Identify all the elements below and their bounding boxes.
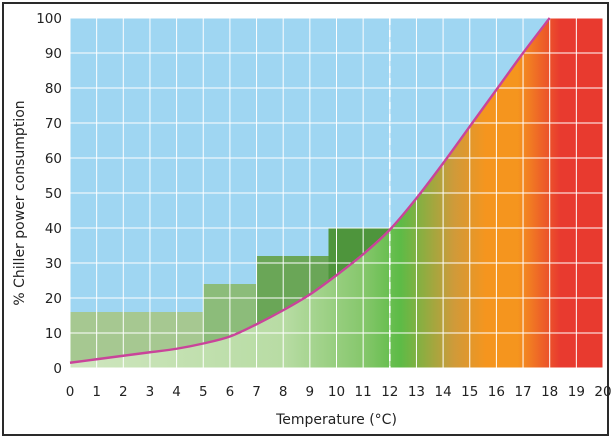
- x-tick-9: 9: [306, 384, 315, 400]
- x-tick-13: 13: [408, 384, 425, 400]
- x-tick-12: 12: [381, 384, 398, 400]
- grid: [69, 17, 604, 369]
- step-band-4: [328, 228, 390, 282]
- x-tick-6: 6: [226, 384, 235, 400]
- x-tick-20: 20: [594, 384, 611, 400]
- y-tick-10: 10: [45, 326, 62, 342]
- x-tick-14: 14: [435, 384, 452, 400]
- x-tick-1: 1: [92, 384, 101, 400]
- y-tick-80: 80: [45, 81, 62, 97]
- x-tick-labels: 0 1 2 3 4 5 6 7 8 9 10 11 12 13 14 15 16 17 18 19 20: [66, 384, 612, 400]
- power-curve: [69, 17, 551, 364]
- y-tick-labels: 0 10 20 30 40 50 60 70 80 90 100: [36, 11, 62, 377]
- x-tick-3: 3: [146, 384, 155, 400]
- y-tick-30: 30: [45, 256, 62, 272]
- x-tick-18: 18: [541, 384, 558, 400]
- y-tick-70: 70: [45, 116, 62, 132]
- y-tick-60: 60: [45, 151, 62, 167]
- y-axis-label: % Chiller power consumption: [12, 100, 28, 305]
- x-tick-10: 10: [328, 384, 345, 400]
- y-tick-50: 50: [45, 186, 62, 202]
- step-band-3: [256, 256, 329, 325]
- x-tick-8: 8: [279, 384, 288, 400]
- y-tick-0: 0: [53, 361, 62, 377]
- x-tick-2: 2: [119, 384, 128, 400]
- x-tick-4: 4: [172, 384, 181, 400]
- y-tick-100: 100: [36, 11, 62, 27]
- x-tick-15: 15: [461, 384, 478, 400]
- x-tick-0: 0: [66, 384, 75, 400]
- x-tick-5: 5: [199, 384, 208, 400]
- y-tick-40: 40: [45, 221, 62, 237]
- x-tick-7: 7: [252, 384, 261, 400]
- x-tick-11: 11: [355, 384, 372, 400]
- x-axis-label: Temperature (°C): [275, 412, 397, 428]
- x-tick-17: 17: [514, 384, 531, 400]
- step-band-1: [70, 312, 204, 363]
- y-tick-90: 90: [45, 46, 62, 62]
- x-tick-16: 16: [488, 384, 505, 400]
- y-tick-20: 20: [45, 291, 62, 307]
- x-tick-19: 19: [568, 384, 585, 400]
